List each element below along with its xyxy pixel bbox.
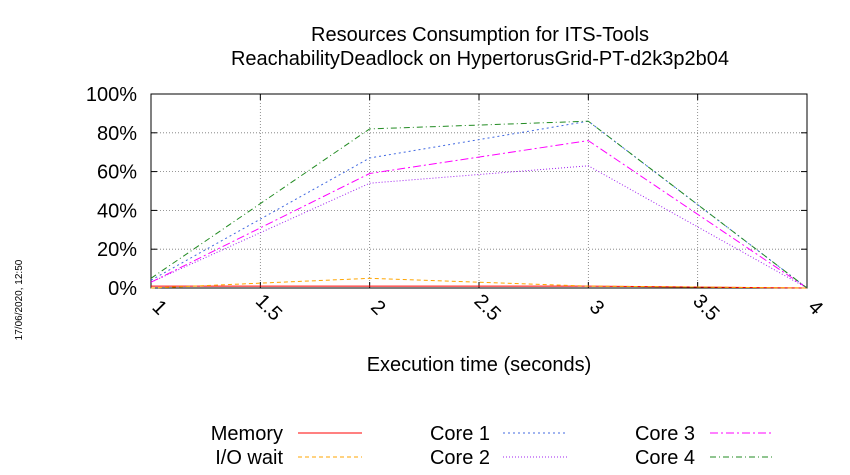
x-tick-label: 3 (585, 296, 608, 319)
x-tick-label: 2.5 (470, 290, 505, 325)
x-tick-label: 1.5 (251, 290, 286, 325)
y-tick-label: 100% (86, 84, 137, 106)
legend-label: Core 1 (430, 423, 490, 445)
x-axis-label: Execution time (seconds) (367, 354, 592, 376)
y-tick-label: 60% (97, 162, 137, 184)
legend-label: I/O wait (215, 447, 283, 469)
series-line-core-2 (150, 165, 808, 289)
legend-label: Memory (211, 423, 283, 445)
legend-label: Core 3 (635, 423, 695, 445)
series-line-core-1 (150, 120, 808, 289)
x-tick-label: 2 (366, 296, 389, 319)
series-lines (150, 120, 808, 289)
legend-label: Core 2 (430, 447, 490, 469)
y-axis-ticks: 0% 20% 40% 60% 80% 100% (86, 84, 807, 300)
chart-title-line-2: ReachabilityDeadlock on HypertorusGrid-P… (231, 48, 729, 70)
x-tick-label: 3.5 (688, 290, 723, 325)
x-tick-label: 4 (804, 296, 827, 319)
y-tick-label: 40% (97, 200, 137, 222)
y-tick-label: 0% (108, 278, 137, 300)
chart-title-line-1: Resources Consumption for ITS-Tools (311, 24, 649, 46)
legend-label: Core 4 (635, 447, 695, 469)
y-tick-label: 80% (97, 123, 137, 145)
series-line-core-3 (150, 140, 808, 289)
series-line-i-o-wait (150, 277, 808, 289)
x-axis-ticks: 1 1.5 2 2.5 3 3.5 4 (148, 94, 827, 325)
timestamp-label: 17/06/2020, 12:50 (14, 259, 25, 340)
series-line-core-4 (150, 120, 808, 289)
y-tick-label: 20% (97, 239, 137, 261)
x-tick-label: 1 (148, 296, 171, 319)
grid-lines (151, 94, 807, 288)
